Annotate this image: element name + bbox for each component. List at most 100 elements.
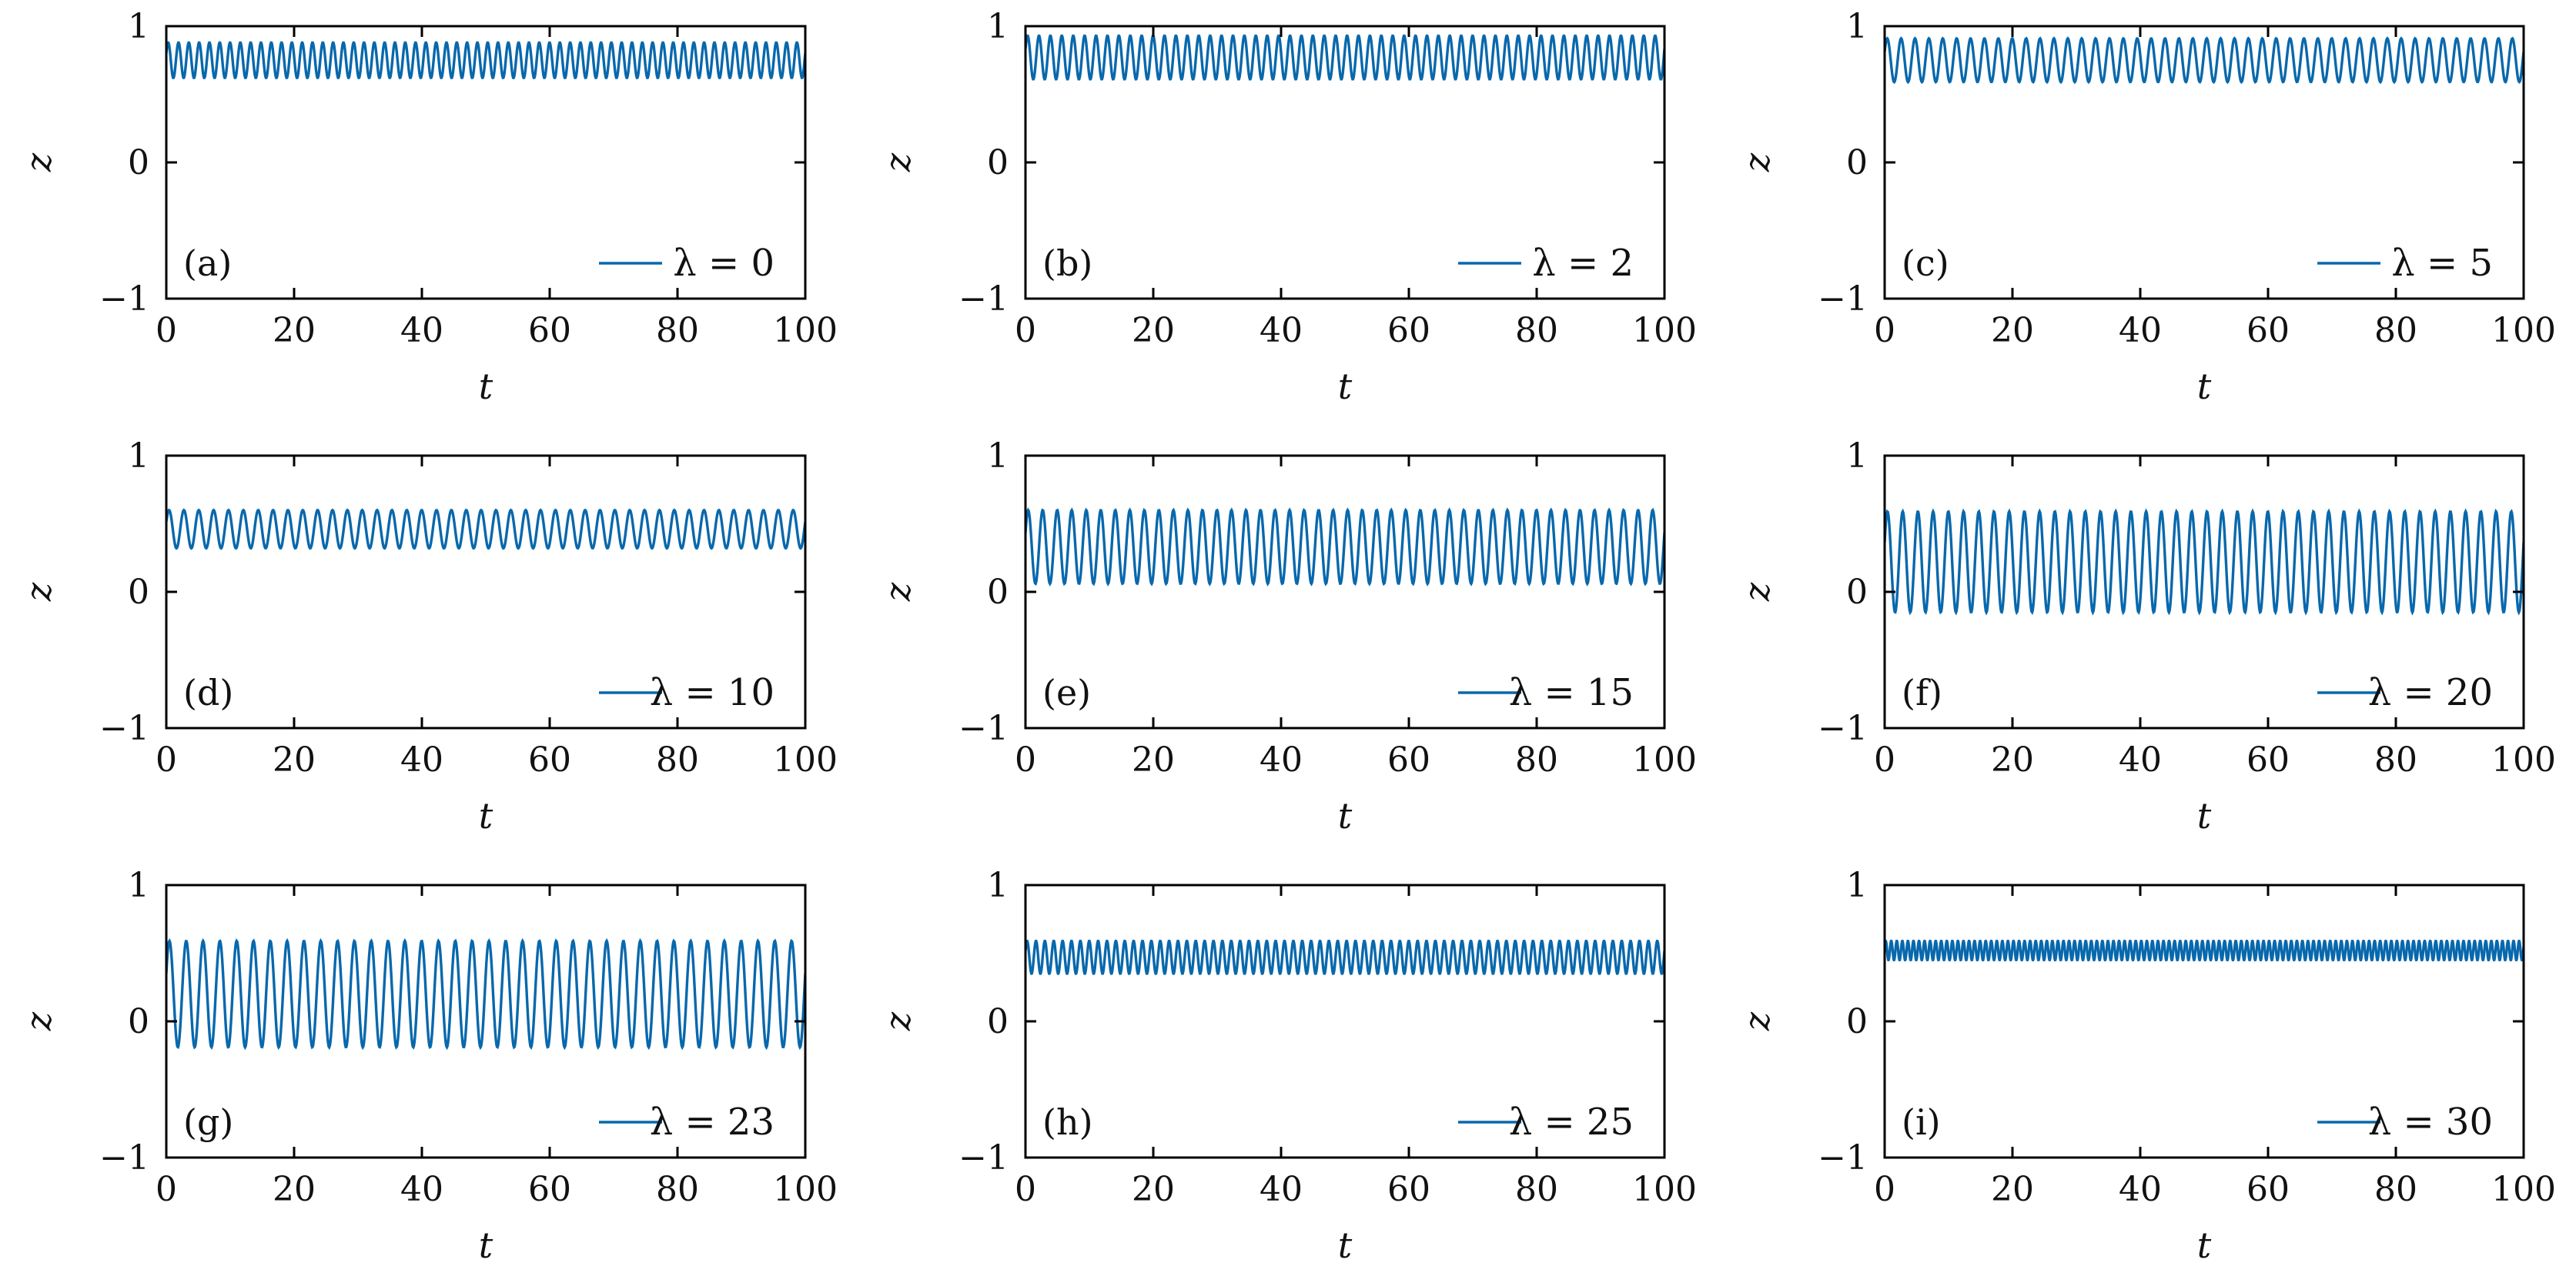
x-tick-label-i-20: 20 [1991, 1170, 2034, 1209]
series-line-e-0 [1025, 507, 1664, 586]
panel-label-a: (a) [183, 242, 232, 284]
x-tick-label-g-60: 60 [528, 1170, 571, 1209]
x-tick-label-b-0: 0 [1015, 311, 1036, 350]
y-axis-label-e: z [877, 582, 918, 602]
y-tick-label-d-1: 1 [128, 436, 149, 476]
x-tick-label-c-0: 0 [1874, 311, 1895, 350]
x-tick-label-g-0: 0 [156, 1170, 177, 1209]
y-axis-label-b: z [877, 152, 918, 172]
panel-label-g: (g) [183, 1101, 233, 1143]
x-tick-label-g-40: 40 [400, 1170, 443, 1209]
x-tick-label-i-60: 60 [2246, 1170, 2290, 1209]
x-tick-label-c-100: 100 [2491, 311, 2556, 350]
panel-label-b: (b) [1042, 242, 1092, 284]
panel-label-c: (c) [1902, 242, 1949, 284]
y-tick-label-b-1: 1 [987, 7, 1009, 46]
x-tick-label-e-60: 60 [1387, 740, 1430, 780]
y-axis-label-h: z [877, 1011, 918, 1031]
x-tick-label-h-40: 40 [1260, 1170, 1303, 1209]
y-tick-label-d-0: 0 [128, 573, 149, 612]
y-tick-label-i-1: 1 [1846, 866, 1868, 905]
y-tick-label-g-1: 1 [128, 866, 149, 905]
y-tick-label-g-0: 0 [128, 1002, 149, 1041]
y-tick-label-i-0: 0 [1846, 1002, 1868, 1041]
y-axis-label-g: z [18, 1011, 59, 1031]
y-tick-label-a--1: −1 [99, 279, 149, 319]
x-axis-label-b: t [1338, 366, 1353, 407]
x-tick-label-g-20: 20 [273, 1170, 316, 1209]
y-axis-label-i: z [1736, 1011, 1778, 1031]
y-tick-label-f-0: 0 [1846, 573, 1868, 612]
x-axis-label-h: t [1338, 1225, 1353, 1266]
x-tick-label-f-100: 100 [2491, 740, 2556, 780]
x-tick-label-a-60: 60 [528, 311, 571, 350]
y-tick-label-g--1: −1 [99, 1138, 149, 1178]
y-tick-label-e-1: 1 [987, 436, 1009, 476]
x-axis-label-a: t [479, 366, 493, 407]
x-tick-label-f-80: 80 [2374, 740, 2417, 780]
x-tick-label-b-80: 80 [1515, 311, 1558, 350]
series-line-f-0 [1885, 508, 2524, 616]
x-axis-label-e: t [1338, 795, 1353, 837]
series-line-d-0 [166, 508, 805, 550]
y-tick-label-i--1: −1 [1818, 1138, 1868, 1178]
x-tick-label-e-100: 100 [1632, 740, 1697, 780]
x-tick-label-c-80: 80 [2374, 311, 2417, 350]
x-tick-label-f-40: 40 [2119, 740, 2162, 780]
legend-label-d: λ = 10 [650, 671, 774, 714]
x-tick-label-d-80: 80 [656, 740, 699, 780]
x-tick-label-a-100: 100 [773, 311, 838, 350]
y-tick-label-h-1: 1 [987, 866, 1009, 905]
x-tick-label-g-100: 100 [773, 1170, 838, 1209]
y-axis-label-d: z [18, 582, 59, 602]
x-tick-label-h-100: 100 [1632, 1170, 1697, 1209]
y-tick-label-c-0: 0 [1846, 143, 1868, 182]
y-axis-label-c: z [1736, 152, 1778, 172]
x-tick-label-b-40: 40 [1260, 311, 1303, 350]
x-tick-label-d-0: 0 [156, 740, 177, 780]
y-tick-label-f-1: 1 [1846, 436, 1868, 476]
y-tick-label-c--1: −1 [1818, 279, 1868, 319]
x-tick-label-e-20: 20 [1132, 740, 1175, 780]
x-tick-label-c-40: 40 [2119, 311, 2162, 350]
x-tick-label-h-80: 80 [1515, 1170, 1558, 1209]
legend-label-c: λ = 5 [2391, 242, 2493, 285]
x-tick-label-a-20: 20 [273, 311, 316, 350]
x-tick-label-a-80: 80 [656, 311, 699, 350]
x-tick-label-e-0: 0 [1015, 740, 1036, 780]
x-tick-label-i-40: 40 [2119, 1170, 2162, 1209]
legend-label-h: λ = 25 [1509, 1101, 1634, 1144]
y-axis-label-a: z [18, 152, 59, 172]
x-tick-label-i-80: 80 [2374, 1170, 2417, 1209]
series-line-a-0 [166, 41, 805, 79]
x-tick-label-d-60: 60 [528, 740, 571, 780]
x-tick-label-e-40: 40 [1260, 740, 1303, 780]
panel-label-i: (i) [1902, 1101, 1941, 1143]
x-tick-label-d-20: 20 [273, 740, 316, 780]
x-tick-label-i-0: 0 [1874, 1170, 1895, 1209]
x-axis-label-c: t [2197, 366, 2212, 407]
panel-label-f: (f) [1902, 672, 1942, 713]
panel-label-e: (e) [1042, 672, 1091, 713]
x-tick-label-h-20: 20 [1132, 1170, 1175, 1209]
x-tick-label-d-40: 40 [400, 740, 443, 780]
legend-label-a: λ = 0 [673, 242, 774, 285]
y-tick-label-e--1: −1 [958, 709, 1009, 748]
x-tick-label-a-40: 40 [400, 311, 443, 350]
x-tick-label-f-60: 60 [2246, 740, 2290, 780]
y-tick-label-h--1: −1 [958, 1138, 1009, 1178]
x-tick-label-c-60: 60 [2246, 311, 2290, 350]
x-axis-label-g: t [479, 1225, 493, 1266]
series-line-i-0 [1885, 939, 2524, 962]
y-tick-label-h-0: 0 [987, 1002, 1009, 1041]
x-tick-label-f-0: 0 [1874, 740, 1895, 780]
